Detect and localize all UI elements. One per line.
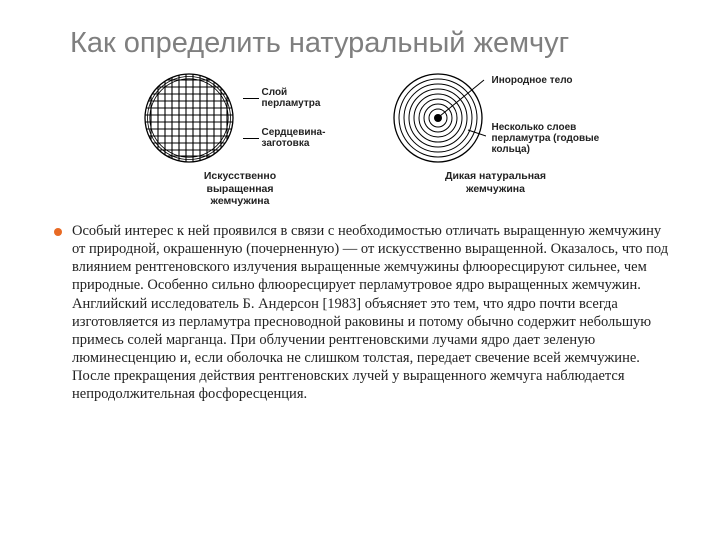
body-text: Особый интерес к ней проявился в связи с… (72, 222, 672, 403)
slide: Как определить натуральный жемчуг (0, 0, 720, 540)
diagram-natural: Инородное тело Несколько слоев перламутр… (390, 70, 602, 208)
callout-label: Несколько слоев перламутра (годовые коль… (492, 122, 602, 155)
callout-core-blank: Сердцевина-заготовка (243, 127, 340, 149)
callout-foreign-body: Инородное тело (492, 75, 602, 86)
cultured-pearl-svg (141, 70, 237, 166)
body-paragraph: Особый интерес к ней проявился в связи с… (70, 222, 672, 403)
callout-label: Сердцевина-заготовка (262, 127, 340, 149)
natural-pearl-svg (390, 70, 486, 166)
cultured-caption: Искусственно выращенная жемчужина (180, 170, 300, 208)
natural-caption: Дикая натуральная жемчужина (436, 170, 556, 195)
callout-nacre-layer: Слой перламутра (243, 87, 340, 109)
callout-label: Инородное тело (492, 75, 573, 86)
callout-label: Слой перламутра (262, 87, 332, 109)
natural-callouts: Инородное тело Несколько слоев перламутр… (492, 81, 602, 155)
diagrams-row: Слой перламутра Сердцевина-заготовка Иск… (70, 70, 672, 208)
cultured-callouts: Слой перламутра Сердцевина-заготовка (243, 87, 340, 149)
slide-title: Как определить натуральный жемчуг (70, 26, 672, 60)
diagram-cultured: Слой перламутра Сердцевина-заготовка Иск… (141, 70, 340, 208)
bullet-icon (54, 228, 62, 236)
callout-nacre-rings: Несколько слоев перламутра (годовые коль… (492, 122, 602, 155)
